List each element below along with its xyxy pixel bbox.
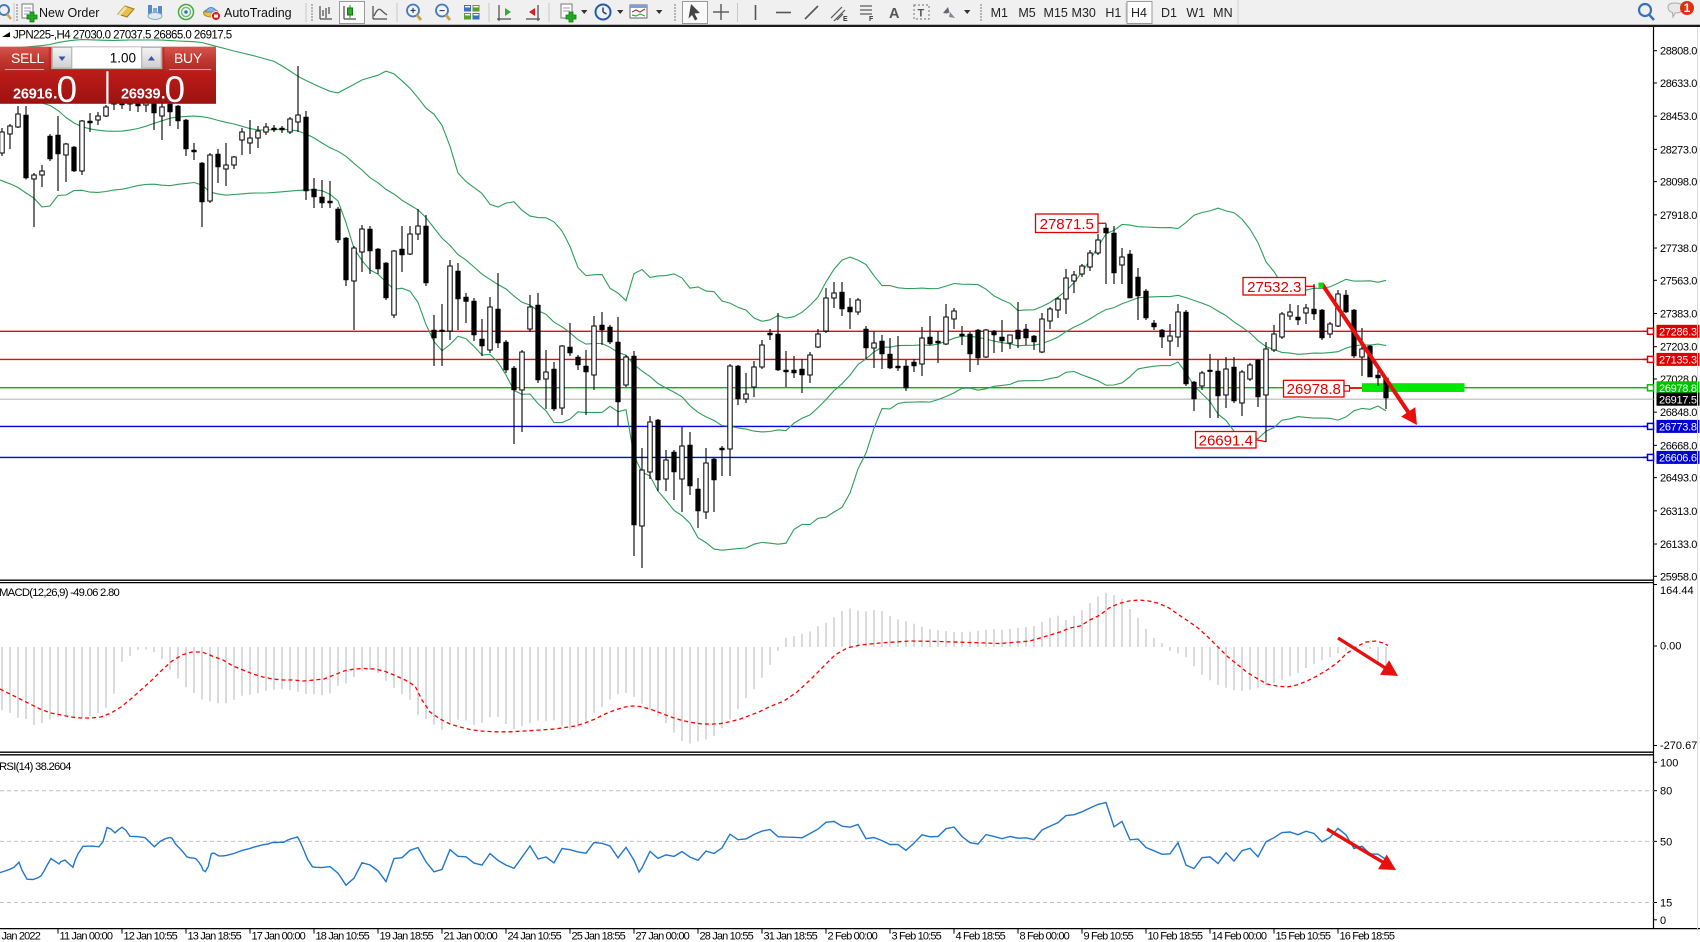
- svg-text:27532.3: 27532.3: [1247, 279, 1301, 296]
- svg-text:28453.0: 28453.0: [1660, 111, 1697, 123]
- svg-text:28633.0: 28633.0: [1660, 78, 1697, 90]
- svg-text:A: A: [889, 6, 900, 22]
- svg-text:F: F: [869, 16, 874, 23]
- svg-text:80: 80: [1660, 786, 1672, 798]
- svg-text:25 Jan 18:55: 25 Jan 18:55: [572, 931, 626, 942]
- svg-text:D1: D1: [1161, 6, 1177, 20]
- svg-text:0.00: 0.00: [1660, 641, 1681, 653]
- svg-text:0: 0: [1660, 915, 1666, 927]
- svg-text:26773.8: 26773.8: [1659, 422, 1697, 434]
- svg-text:25958.0: 25958.0: [1660, 571, 1697, 583]
- svg-text:15 Feb 10:55: 15 Feb 10:55: [1276, 931, 1331, 942]
- svg-text:26493.0: 26493.0: [1660, 473, 1697, 485]
- svg-text:W1: W1: [1186, 6, 1205, 20]
- svg-text:27286.3: 27286.3: [1659, 327, 1697, 339]
- svg-text:RSI(14) 38.2604: RSI(14) 38.2604: [0, 761, 71, 773]
- svg-text:27871.5: 27871.5: [1040, 216, 1094, 233]
- svg-text:+: +: [410, 6, 416, 17]
- svg-text:H4: H4: [1131, 6, 1147, 20]
- svg-text:H1: H1: [1105, 6, 1121, 20]
- svg-text:Jan 2022: Jan 2022: [2, 931, 41, 942]
- svg-text:1: 1: [1684, 1, 1691, 15]
- svg-text:New Order: New Order: [39, 6, 99, 20]
- svg-text:17 Jan 00:00: 17 Jan 00:00: [252, 931, 306, 942]
- svg-text:26691.4: 26691.4: [1199, 432, 1253, 449]
- svg-text:27563.0: 27563.0: [1660, 275, 1697, 287]
- svg-text:26848.0: 26848.0: [1660, 407, 1697, 419]
- svg-text:.: .: [161, 86, 165, 103]
- svg-text:M1: M1: [991, 6, 1008, 20]
- svg-text:E: E: [843, 16, 848, 23]
- svg-text:27738.0: 27738.0: [1660, 243, 1697, 255]
- svg-text:4 Feb 18:55: 4 Feb 18:55: [956, 931, 1006, 942]
- svg-text:26917.5: 26917.5: [1659, 394, 1697, 406]
- svg-text:26939: 26939: [121, 87, 160, 103]
- svg-text:27135.3: 27135.3: [1659, 355, 1697, 367]
- svg-text:13 Jan 18:55: 13 Jan 18:55: [188, 931, 242, 942]
- svg-text:9 Feb 10:55: 9 Feb 10:55: [1084, 931, 1134, 942]
- svg-text:.: .: [53, 86, 57, 103]
- svg-text:JPN225-,H4 27030.0 27037.5 26: JPN225-,H4 27030.0 27037.5 26865.0 26917…: [13, 30, 232, 42]
- svg-text:26916: 26916: [13, 87, 52, 103]
- svg-text:164.44: 164.44: [1660, 585, 1694, 597]
- svg-text:27 Jan 00:00: 27 Jan 00:00: [636, 931, 690, 942]
- svg-text:AutoTrading: AutoTrading: [224, 6, 292, 20]
- svg-text:M15: M15: [1044, 6, 1068, 20]
- svg-text:SELL: SELL: [11, 50, 45, 66]
- svg-text:21 Jan 00:00: 21 Jan 00:00: [444, 931, 498, 942]
- svg-text:BUY: BUY: [174, 50, 203, 66]
- svg-text:0: 0: [165, 69, 186, 110]
- svg-text:24 Jan 10:55: 24 Jan 10:55: [508, 931, 562, 942]
- svg-text:T: T: [918, 8, 925, 20]
- svg-text:-270.67: -270.67: [1660, 740, 1697, 752]
- svg-text:28 Jan 10:55: 28 Jan 10:55: [700, 931, 754, 942]
- svg-text:11 Jan 00:00: 11 Jan 00:00: [60, 931, 113, 942]
- svg-text:18 Jan 10:55: 18 Jan 10:55: [316, 931, 370, 942]
- svg-text:8 Feb 00:00: 8 Feb 00:00: [1020, 931, 1070, 942]
- svg-text:50: 50: [1660, 836, 1672, 848]
- svg-text:28098.0: 28098.0: [1660, 177, 1697, 189]
- svg-text:19 Jan 18:55: 19 Jan 18:55: [380, 931, 434, 942]
- svg-text:16 Feb 18:55: 16 Feb 18:55: [1340, 931, 1395, 942]
- svg-text:100: 100: [1660, 757, 1678, 769]
- svg-text:14 Feb 00:00: 14 Feb 00:00: [1212, 931, 1267, 942]
- svg-text:27383.0: 27383.0: [1660, 308, 1697, 320]
- svg-text:M5: M5: [1018, 6, 1035, 20]
- svg-text:27203.0: 27203.0: [1660, 342, 1697, 354]
- svg-text:31 Jan 18:55: 31 Jan 18:55: [764, 931, 818, 942]
- svg-text:MN: MN: [1213, 6, 1232, 20]
- svg-text:M30: M30: [1072, 6, 1096, 20]
- svg-text:26978.8: 26978.8: [1659, 383, 1697, 395]
- svg-text:26978.8: 26978.8: [1287, 381, 1341, 398]
- svg-text:28808.0: 28808.0: [1660, 46, 1697, 58]
- svg-text:0: 0: [57, 69, 78, 110]
- svg-text:3 Feb 10:55: 3 Feb 10:55: [892, 931, 942, 942]
- svg-text:28273.0: 28273.0: [1660, 144, 1697, 156]
- svg-text:−: −: [439, 6, 445, 17]
- svg-text:12 Jan 10:55: 12 Jan 10:55: [124, 931, 178, 942]
- svg-text:26313.0: 26313.0: [1660, 506, 1697, 518]
- svg-text:10 Feb 18:55: 10 Feb 18:55: [1148, 931, 1203, 942]
- svg-text:15: 15: [1660, 898, 1672, 910]
- svg-text:2 Feb 00:00: 2 Feb 00:00: [828, 931, 878, 942]
- svg-text:26668.0: 26668.0: [1660, 440, 1697, 452]
- svg-text:27918.0: 27918.0: [1660, 210, 1697, 222]
- svg-text:MACD(12,26,9) -49.06 2.80: MACD(12,26,9) -49.06 2.80: [0, 587, 119, 599]
- svg-text:26133.0: 26133.0: [1660, 539, 1697, 551]
- svg-text:26606.6: 26606.6: [1659, 453, 1697, 465]
- svg-text:1.00: 1.00: [110, 51, 136, 66]
